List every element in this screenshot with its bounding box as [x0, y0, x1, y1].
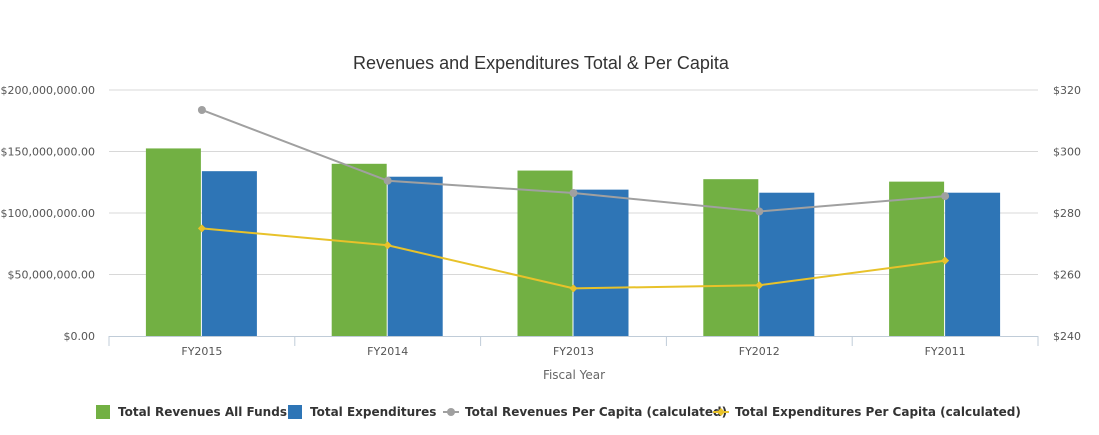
y-right-tick-label: $240: [1053, 330, 1081, 343]
legend-marker: [447, 408, 455, 416]
x-tick-label: FY2014: [367, 345, 408, 358]
bar-expenditures: [573, 189, 629, 336]
y-axis-left: $0.00 $50,000,000.00 $100,000,000.00 $150,0…: [1, 84, 95, 343]
expenditures-per-capita-point: [383, 241, 392, 250]
legend-label: Total Revenues Per Capita (calculated): [465, 405, 727, 419]
y-left-tick-label: $100,000,000.00: [1, 207, 95, 220]
x-axis: FY2015 FY2014 FY2013 FY2012 FY2011: [108, 336, 1039, 358]
legend-swatch: [288, 405, 302, 419]
bar-revenues: [889, 181, 945, 336]
expenditures-per-capita-point: [755, 281, 764, 290]
expenditures-per-capita-point: [941, 256, 950, 265]
y-right-tick-label: $260: [1053, 269, 1081, 282]
x-tick-label: FY2015: [181, 345, 222, 358]
legend-label: Total Expenditures Per Capita (calculate…: [735, 405, 1021, 419]
bar-expenditures: [945, 192, 1001, 336]
x-axis-label: Fiscal Year: [543, 368, 605, 382]
bar-expenditures: [759, 192, 815, 336]
y-left-tick-label: $150,000,000.00: [1, 146, 95, 159]
revenues-per-capita-point: [755, 207, 764, 216]
revenues-per-capita-point: [383, 176, 392, 185]
x-tick-label: FY2013: [553, 345, 594, 358]
legend-label: Total Revenues All Funds: [118, 405, 287, 419]
bar-revenues: [517, 170, 573, 336]
legend-swatch: [96, 405, 110, 419]
revenues-per-capita-point: [197, 105, 206, 114]
revenues-per-capita-point: [941, 192, 950, 201]
revenues-per-capita-point: [569, 189, 578, 198]
y-axis-right: $240 $260 $280 $300 $320: [1053, 84, 1081, 343]
bar-revenues: [703, 179, 759, 336]
y-left-tick-label: $0.00: [64, 330, 96, 343]
line-series: [197, 105, 950, 293]
expenditures-per-capita-point: [197, 224, 206, 233]
y-left-tick-label: $50,000,000.00: [8, 269, 95, 282]
chart-title: Revenues and Expenditures Total & Per Ca…: [353, 53, 730, 73]
y-right-tick-label: $280: [1053, 207, 1081, 220]
y-left-tick-label: $200,000,000.00: [1, 84, 95, 97]
bar-series: [145, 148, 1001, 336]
bar-expenditures: [201, 171, 257, 336]
y-right-tick-label: $320: [1053, 84, 1081, 97]
legend-marker: [717, 408, 725, 416]
legend: Total Revenues All Funds Total Expenditur…: [96, 405, 1021, 419]
expenditures-per-capita-point: [569, 284, 578, 293]
bar-revenues: [145, 148, 201, 336]
x-tick-label: FY2011: [925, 345, 966, 358]
y-right-tick-label: $300: [1053, 146, 1081, 159]
bar-revenues: [331, 163, 387, 336]
legend-label: Total Expenditures: [310, 405, 436, 419]
x-tick-label: FY2012: [739, 345, 780, 358]
